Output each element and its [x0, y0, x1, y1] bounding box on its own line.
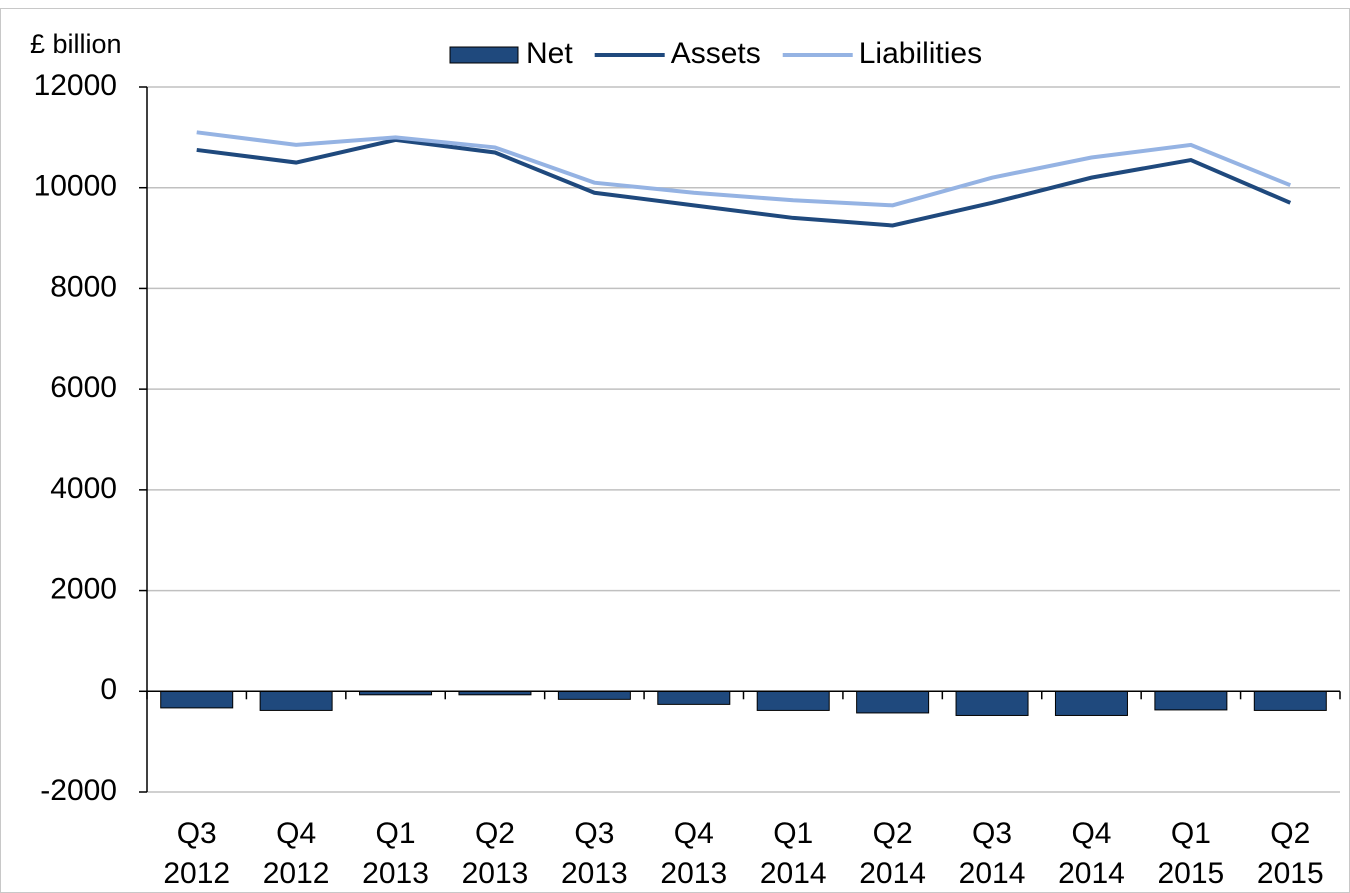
- legend-label: Assets: [671, 37, 761, 70]
- x-tick-label: Q2: [1270, 817, 1310, 850]
- y-tick-label: 6000: [50, 371, 117, 404]
- y-tick-label: 0: [100, 673, 117, 706]
- bar: [657, 690, 731, 705]
- bar: [557, 690, 631, 700]
- x-tick-label: Q2: [475, 817, 515, 850]
- x-tick-label: Q1: [773, 817, 813, 850]
- x-tick-label: Q4: [1071, 817, 1111, 850]
- x-tick-label: 2012: [163, 857, 230, 890]
- x-tick-label: 2012: [263, 857, 330, 890]
- y-tick-label: 8000: [50, 270, 117, 303]
- x-tick-label: Q3: [972, 817, 1012, 850]
- bar: [1154, 690, 1228, 711]
- x-tick-label: Q1: [376, 817, 416, 850]
- line: [196, 130, 1292, 208]
- y-tick-label: 10000: [34, 170, 117, 203]
- bar: [1054, 690, 1128, 716]
- legend-label: Liabilities: [859, 37, 982, 70]
- bar: [1253, 690, 1327, 711]
- bar: [756, 690, 830, 711]
- x-tick-label: 2013: [561, 857, 628, 890]
- x-tick-label: 2014: [959, 857, 1026, 890]
- x-tick-label: Q1: [1171, 817, 1211, 850]
- y-tick-label: -2000: [40, 774, 117, 807]
- x-tick-label: Q2: [873, 817, 913, 850]
- x-tick-label: Q4: [276, 817, 316, 850]
- y-tick-label: 12000: [34, 69, 117, 102]
- x-tick-label: Q3: [177, 817, 217, 850]
- x-tick-label: 2013: [362, 857, 429, 890]
- legend-label: Net: [526, 37, 573, 70]
- x-tick-label: 2013: [660, 857, 727, 890]
- bar: [856, 690, 930, 714]
- x-tick-label: 2015: [1158, 857, 1225, 890]
- x-tick-label: 2014: [760, 857, 827, 890]
- bar: [955, 690, 1029, 716]
- bar: [259, 690, 333, 711]
- x-tick-label: Q3: [574, 817, 614, 850]
- line: [196, 137, 1292, 228]
- x-tick-label: 2015: [1257, 857, 1324, 890]
- x-tick-label: 2014: [1058, 857, 1125, 890]
- y-tick-label: 4000: [50, 472, 117, 505]
- y-axis-label: £ billion: [30, 29, 122, 59]
- x-tick-label: 2013: [462, 857, 529, 890]
- y-tick-label: 2000: [50, 572, 117, 605]
- legend-swatch: [449, 46, 519, 64]
- x-tick-label: Q4: [674, 817, 714, 850]
- bar: [160, 690, 234, 709]
- chart-frame: [0, 8, 1350, 893]
- x-tick-label: 2014: [859, 857, 926, 890]
